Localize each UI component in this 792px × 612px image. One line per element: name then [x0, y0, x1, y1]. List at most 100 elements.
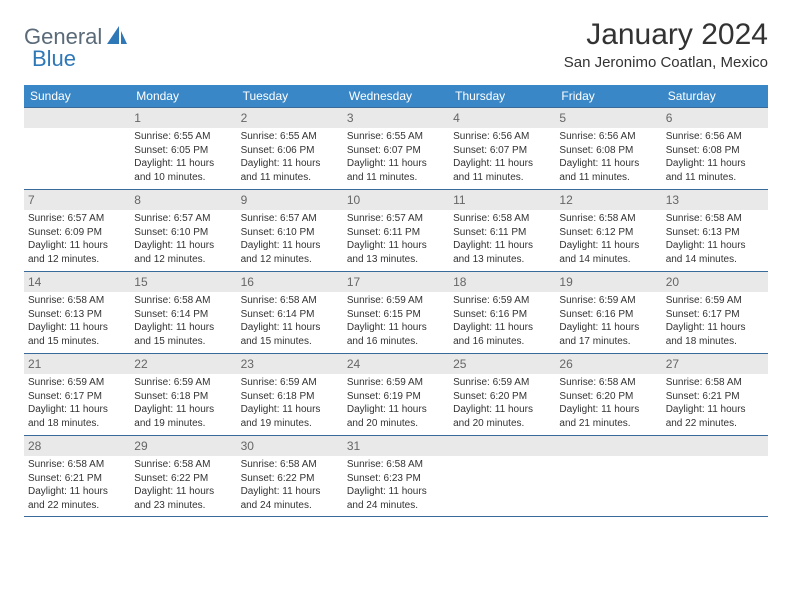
day-cell: [555, 436, 661, 516]
week-row: 21Sunrise: 6:59 AMSunset: 6:17 PMDayligh…: [24, 353, 768, 435]
day-details: Sunrise: 6:59 AMSunset: 6:16 PMDaylight:…: [453, 294, 551, 348]
day-cell: [662, 436, 768, 516]
day-cell: 31Sunrise: 6:58 AMSunset: 6:23 PMDayligh…: [343, 436, 449, 516]
day-cell: 4Sunrise: 6:56 AMSunset: 6:07 PMDaylight…: [449, 108, 555, 189]
day-cell: 26Sunrise: 6:58 AMSunset: 6:20 PMDayligh…: [555, 354, 661, 435]
day-details: Sunrise: 6:57 AMSunset: 6:10 PMDaylight:…: [241, 212, 339, 266]
day-cell: 24Sunrise: 6:59 AMSunset: 6:19 PMDayligh…: [343, 354, 449, 435]
dow-row: SundayMondayTuesdayWednesdayThursdayFrid…: [24, 85, 768, 107]
day-details: Sunrise: 6:56 AMSunset: 6:08 PMDaylight:…: [666, 130, 764, 184]
day-cell: 21Sunrise: 6:59 AMSunset: 6:17 PMDayligh…: [24, 354, 130, 435]
day-cell: [24, 108, 130, 189]
day-number: 7: [24, 190, 130, 210]
day-details: Sunrise: 6:56 AMSunset: 6:07 PMDaylight:…: [453, 130, 551, 184]
day-details: Sunrise: 6:59 AMSunset: 6:17 PMDaylight:…: [28, 376, 126, 430]
dow-cell: Thursday: [449, 85, 555, 107]
day-number: 21: [24, 354, 130, 374]
day-number: 23: [237, 354, 343, 374]
day-details: Sunrise: 6:58 AMSunset: 6:12 PMDaylight:…: [559, 212, 657, 266]
day-cell: 14Sunrise: 6:58 AMSunset: 6:13 PMDayligh…: [24, 272, 130, 353]
day-cell: 7Sunrise: 6:57 AMSunset: 6:09 PMDaylight…: [24, 190, 130, 271]
day-details: Sunrise: 6:57 AMSunset: 6:11 PMDaylight:…: [347, 212, 445, 266]
day-number: [449, 436, 555, 456]
day-details: Sunrise: 6:58 AMSunset: 6:22 PMDaylight:…: [241, 458, 339, 512]
day-details: Sunrise: 6:58 AMSunset: 6:21 PMDaylight:…: [666, 376, 764, 430]
day-cell: 17Sunrise: 6:59 AMSunset: 6:15 PMDayligh…: [343, 272, 449, 353]
day-details: Sunrise: 6:55 AMSunset: 6:05 PMDaylight:…: [134, 130, 232, 184]
day-cell: 19Sunrise: 6:59 AMSunset: 6:16 PMDayligh…: [555, 272, 661, 353]
day-number: 15: [130, 272, 236, 292]
day-details: Sunrise: 6:58 AMSunset: 6:20 PMDaylight:…: [559, 376, 657, 430]
dow-cell: Tuesday: [237, 85, 343, 107]
day-number: 22: [130, 354, 236, 374]
day-details: Sunrise: 6:58 AMSunset: 6:13 PMDaylight:…: [666, 212, 764, 266]
day-cell: 3Sunrise: 6:55 AMSunset: 6:07 PMDaylight…: [343, 108, 449, 189]
day-number: 24: [343, 354, 449, 374]
day-number: 12: [555, 190, 661, 210]
logo-text-blue: Blue: [32, 46, 76, 71]
day-cell: [449, 436, 555, 516]
day-number: 18: [449, 272, 555, 292]
day-number: 25: [449, 354, 555, 374]
day-number: 2: [237, 108, 343, 128]
week-row: 14Sunrise: 6:58 AMSunset: 6:13 PMDayligh…: [24, 271, 768, 353]
day-cell: 22Sunrise: 6:59 AMSunset: 6:18 PMDayligh…: [130, 354, 236, 435]
day-cell: 25Sunrise: 6:59 AMSunset: 6:20 PMDayligh…: [449, 354, 555, 435]
day-details: Sunrise: 6:59 AMSunset: 6:20 PMDaylight:…: [453, 376, 551, 430]
day-cell: 29Sunrise: 6:58 AMSunset: 6:22 PMDayligh…: [130, 436, 236, 516]
dow-cell: Saturday: [662, 85, 768, 107]
day-number: 14: [24, 272, 130, 292]
day-details: Sunrise: 6:59 AMSunset: 6:18 PMDaylight:…: [241, 376, 339, 430]
day-number: 20: [662, 272, 768, 292]
day-details: Sunrise: 6:59 AMSunset: 6:17 PMDaylight:…: [666, 294, 764, 348]
week-row: 28Sunrise: 6:58 AMSunset: 6:21 PMDayligh…: [24, 435, 768, 517]
day-number: 1: [130, 108, 236, 128]
day-number: 28: [24, 436, 130, 456]
day-details: Sunrise: 6:56 AMSunset: 6:08 PMDaylight:…: [559, 130, 657, 184]
day-cell: 1Sunrise: 6:55 AMSunset: 6:05 PMDaylight…: [130, 108, 236, 189]
day-cell: 30Sunrise: 6:58 AMSunset: 6:22 PMDayligh…: [237, 436, 343, 516]
day-number: [555, 436, 661, 456]
day-cell: 6Sunrise: 6:56 AMSunset: 6:08 PMDaylight…: [662, 108, 768, 189]
title-block: January 2024 San Jeronimo Coatlan, Mexic…: [564, 18, 768, 71]
week-row: 1Sunrise: 6:55 AMSunset: 6:05 PMDaylight…: [24, 107, 768, 189]
day-details: Sunrise: 6:58 AMSunset: 6:11 PMDaylight:…: [453, 212, 551, 266]
location: San Jeronimo Coatlan, Mexico: [564, 54, 768, 71]
day-details: Sunrise: 6:57 AMSunset: 6:10 PMDaylight:…: [134, 212, 232, 266]
day-cell: 23Sunrise: 6:59 AMSunset: 6:18 PMDayligh…: [237, 354, 343, 435]
day-number: 10: [343, 190, 449, 210]
day-cell: 9Sunrise: 6:57 AMSunset: 6:10 PMDaylight…: [237, 190, 343, 271]
day-number: 16: [237, 272, 343, 292]
day-details: Sunrise: 6:57 AMSunset: 6:09 PMDaylight:…: [28, 212, 126, 266]
day-number: 27: [662, 354, 768, 374]
day-details: Sunrise: 6:55 AMSunset: 6:06 PMDaylight:…: [241, 130, 339, 184]
day-cell: 11Sunrise: 6:58 AMSunset: 6:11 PMDayligh…: [449, 190, 555, 271]
day-cell: 27Sunrise: 6:58 AMSunset: 6:21 PMDayligh…: [662, 354, 768, 435]
day-cell: 18Sunrise: 6:59 AMSunset: 6:16 PMDayligh…: [449, 272, 555, 353]
day-number: 30: [237, 436, 343, 456]
day-cell: 12Sunrise: 6:58 AMSunset: 6:12 PMDayligh…: [555, 190, 661, 271]
day-details: Sunrise: 6:58 AMSunset: 6:22 PMDaylight:…: [134, 458, 232, 512]
day-number: [662, 436, 768, 456]
day-number: 29: [130, 436, 236, 456]
day-details: Sunrise: 6:58 AMSunset: 6:13 PMDaylight:…: [28, 294, 126, 348]
day-details: Sunrise: 6:58 AMSunset: 6:23 PMDaylight:…: [347, 458, 445, 512]
day-number: [24, 108, 130, 128]
day-number: 26: [555, 354, 661, 374]
day-number: 11: [449, 190, 555, 210]
day-number: 9: [237, 190, 343, 210]
day-number: 8: [130, 190, 236, 210]
day-number: 6: [662, 108, 768, 128]
day-cell: 20Sunrise: 6:59 AMSunset: 6:17 PMDayligh…: [662, 272, 768, 353]
day-cell: 8Sunrise: 6:57 AMSunset: 6:10 PMDaylight…: [130, 190, 236, 271]
day-cell: 16Sunrise: 6:58 AMSunset: 6:14 PMDayligh…: [237, 272, 343, 353]
calendar: SundayMondayTuesdayWednesdayThursdayFrid…: [24, 85, 768, 517]
dow-cell: Wednesday: [343, 85, 449, 107]
day-details: Sunrise: 6:58 AMSunset: 6:21 PMDaylight:…: [28, 458, 126, 512]
day-details: Sunrise: 6:59 AMSunset: 6:15 PMDaylight:…: [347, 294, 445, 348]
day-cell: 10Sunrise: 6:57 AMSunset: 6:11 PMDayligh…: [343, 190, 449, 271]
day-number: 19: [555, 272, 661, 292]
day-details: Sunrise: 6:59 AMSunset: 6:16 PMDaylight:…: [559, 294, 657, 348]
day-number: 3: [343, 108, 449, 128]
week-row: 7Sunrise: 6:57 AMSunset: 6:09 PMDaylight…: [24, 189, 768, 271]
